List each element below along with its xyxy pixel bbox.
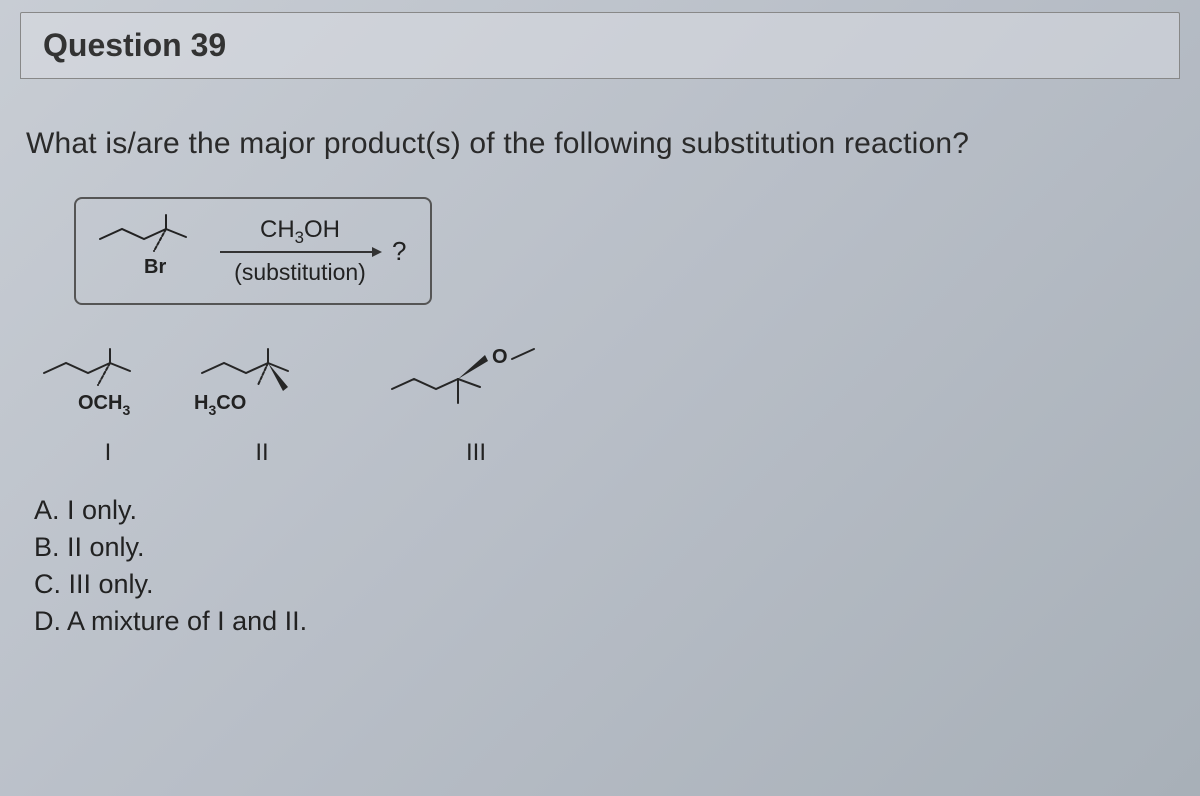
product-II-label: II [255, 439, 268, 467]
question-container: Question 39 What is/are the major produc… [20, 12, 1180, 776]
reactant-structure: Br [94, 211, 214, 291]
question-prompt: What is/are the major product(s) of the … [26, 127, 1174, 161]
product-II-label-text: H3CO [194, 392, 246, 418]
question-header: Question 39 [20, 12, 1180, 78]
product-III-label: III [466, 439, 486, 467]
reaction-arrow [220, 251, 380, 253]
question-body: What is/are the major product(s) of the … [20, 78, 1180, 637]
products-row: OCH3 I H3CO II [38, 345, 1174, 467]
product-I-structure: OCH3 [38, 345, 178, 435]
answer-A[interactable]: A. I only. [34, 495, 1174, 526]
reagent-top: CH3OH [260, 216, 340, 248]
product-question-mark: ? [392, 236, 406, 267]
answer-D[interactable]: D. A mixture of I and II. [34, 606, 1174, 637]
reagent-bottom: (substitution) [234, 259, 366, 286]
product-I-label-text: OCH3 [78, 392, 130, 418]
reaction-content: Br CH3OH (substitution) ? [94, 211, 406, 291]
product-I: OCH3 I [38, 345, 178, 467]
reactant-br-label: Br [144, 256, 166, 278]
question-number: Question 39 [43, 27, 1157, 64]
answer-B[interactable]: B. II only. [34, 532, 1174, 563]
product-III-structure: O [386, 345, 566, 435]
answer-C[interactable]: C. III only. [34, 569, 1174, 600]
product-III: O III [386, 345, 566, 467]
product-III-o-label: O [492, 346, 508, 368]
reagent-column: CH3OH (substitution) [220, 216, 380, 287]
product-II-structure: H3CO [192, 345, 332, 435]
product-I-label: I [105, 439, 112, 467]
product-II: H3CO II [192, 345, 332, 467]
answer-options: A. I only. B. II only. C. III only. D. A… [34, 495, 1174, 637]
reaction-scheme-box: Br CH3OH (substitution) ? [74, 197, 432, 305]
